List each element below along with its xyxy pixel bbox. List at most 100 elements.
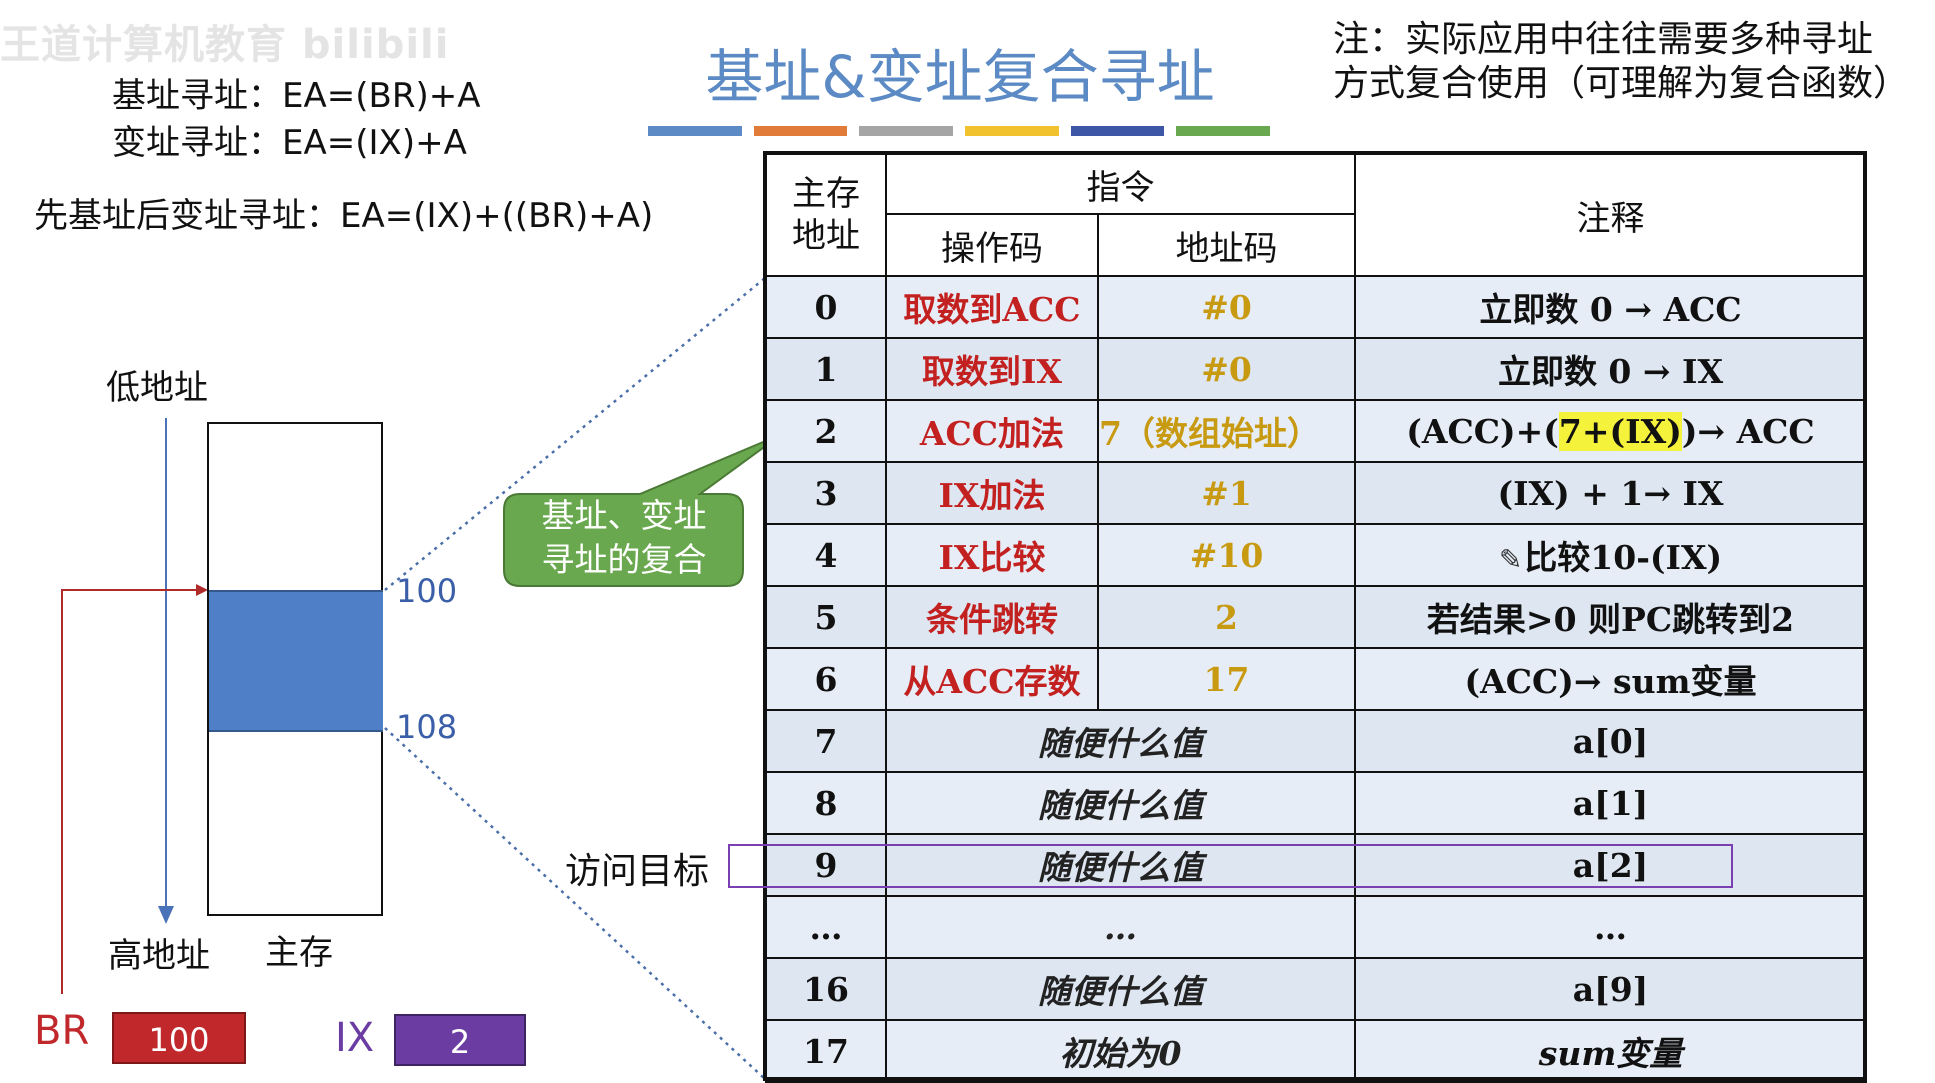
zoom-line-top <box>384 277 766 591</box>
address-tick-start: 100 <box>396 572 458 610</box>
cell-note: ✎比较10-(IX) <box>1354 523 1867 587</box>
cell-opcode: IX比较 <box>885 523 1099 587</box>
cell-address: 2 <box>765 399 887 463</box>
color-segment <box>859 126 954 136</box>
color-segment <box>753 126 848 136</box>
cell-note: 立即数 0 → IX <box>1354 337 1867 401</box>
cell-address: 1 <box>765 337 887 401</box>
cell-note: a[9] <box>1354 957 1867 1021</box>
table-row: 2 ACC加法 7（数组始址） (ACC)+(7+(IX))→ ACC <box>765 399 1867 463</box>
cell-opcode: 取数到IX <box>885 337 1099 401</box>
cell-address: 4 <box>765 523 887 587</box>
color-segment <box>1176 126 1271 136</box>
cell-note: sum变量 <box>1354 1019 1867 1083</box>
memory-label: 主存 <box>265 933 333 973</box>
note-text: sum变量 <box>1538 1034 1683 1073</box>
note-part: )→ ACC <box>1681 411 1815 451</box>
high-address-label: 高地址 <box>108 936 210 976</box>
page-title: 基址&变址复合寻址 <box>705 43 1215 111</box>
note-text: a[1] <box>1572 783 1649 823</box>
cell-address: 7 <box>765 709 887 773</box>
callout-line-2: 寻址的复合 <box>541 540 707 579</box>
cell-addrcode: #1 <box>1097 461 1356 525</box>
header-opcode: 操作码 <box>885 213 1099 277</box>
cell-addrcode: #10 <box>1097 523 1356 587</box>
ix-register-label: IX <box>335 1015 375 1061</box>
note-text: a[9] <box>1572 969 1649 1009</box>
header-address-text: 主存地址 <box>792 174 860 256</box>
cell-note: 若结果>0 则PC跳转到2 <box>1354 585 1867 649</box>
cell-opcode: 条件跳转 <box>885 585 1099 649</box>
instruction-table: 主存地址 指令 注释 操作码 地址码 0 取数到ACC #0 立即数 0 → ACC 1… <box>765 153 1867 1083</box>
cell-address: 5 <box>765 585 887 649</box>
arrow-head <box>158 906 174 924</box>
formula-combined: 先基址后变址寻址：EA=(IX)+((BR)+A) <box>34 196 654 236</box>
cell-value: 随便什么值 <box>885 709 1356 773</box>
callout-bubble <box>503 433 783 587</box>
callout-line-1: 基址、变址 <box>541 496 707 535</box>
zoom-line-bottom <box>384 727 766 1079</box>
cell-note: a[0] <box>1354 709 1867 773</box>
note: 注：实际应用中往往需要多种寻址 方式复合使用（可理解为复合函数） <box>1333 18 1933 106</box>
note-text: 比较10-(IX) <box>1524 538 1723 577</box>
cell-note: (ACC)→ sum变量 <box>1354 647 1867 711</box>
visit-target-label: 访问目标 <box>565 851 710 892</box>
visit-target-frame <box>728 844 1733 888</box>
cell-value: 初始为0 <box>885 1019 1356 1083</box>
cell-note: 立即数 0 → ACC <box>1354 275 1867 339</box>
cell-note: (ACC)+(7+(IX))→ ACC <box>1354 399 1867 463</box>
header-addrcode: 地址码 <box>1097 213 1356 277</box>
color-segment <box>648 126 742 136</box>
br-register-label: BR <box>34 1008 90 1054</box>
cell-address: 16 <box>765 957 887 1021</box>
table-row: 3 IX加法 #1 (IX) + 1→ IX <box>765 461 1867 525</box>
callout-text: 基址、变址 寻址的复合 <box>505 492 743 584</box>
cell-addrcode: 2 <box>1097 585 1356 649</box>
note-text: … <box>1594 907 1627 947</box>
table-row: 5 条件跳转 2 若结果>0 则PC跳转到2 <box>765 585 1867 649</box>
note-text: (IX) + 1→ IX <box>1497 473 1724 513</box>
cell-address: 3 <box>765 461 887 525</box>
table-row: 16 随便什么值 a[9] <box>765 957 1867 1021</box>
color-segment <box>1070 126 1165 136</box>
table-row: 1 取数到IX #0 立即数 0 → IX <box>765 337 1867 401</box>
br-pointer-head <box>196 584 208 596</box>
cell-address: 6 <box>765 647 887 711</box>
cell-opcode: 从ACC存数 <box>885 647 1099 711</box>
cell-note: (IX) + 1→ IX <box>1354 461 1867 525</box>
note-text: 立即数 0 → IX <box>1497 352 1724 391</box>
array-block <box>209 590 383 732</box>
note-part: (ACC)+( <box>1406 411 1559 451</box>
cell-address: 17 <box>765 1019 887 1083</box>
table-row: 6 从ACC存数 17 (ACC)→ sum变量 <box>765 647 1867 711</box>
note-text: 若结果>0 则PC跳转到2 <box>1426 600 1795 639</box>
cell-note: a[1] <box>1354 771 1867 835</box>
cell-value: 随便什么值 <box>885 957 1356 1021</box>
note-text: (ACC)→ sum变量 <box>1464 662 1757 701</box>
cell-address: 8 <box>765 771 887 835</box>
cell-addrcode: 7（数组始址） <box>1097 399 1356 463</box>
cell-address: … <box>765 895 887 959</box>
table-row: 0 取数到ACC #0 立即数 0 → ACC <box>765 275 1867 339</box>
formula-index: 变址寻址：EA=(IX)+A <box>112 123 467 163</box>
cell-addrcode: #0 <box>1097 337 1356 401</box>
cell-address: 0 <box>765 275 887 339</box>
title-color-bar <box>648 126 1271 136</box>
pen-cursor-icon: ✎ <box>1498 543 1523 576</box>
note-line-2: 方式复合使用（可理解为复合函数） <box>1333 63 1910 104</box>
note-text: a[2] <box>1572 845 1649 885</box>
cell-opcode: 取数到ACC <box>885 275 1099 339</box>
table-row: 7 随便什么值 a[0] <box>765 709 1867 773</box>
note-text: a[0] <box>1572 721 1649 761</box>
cell-addrcode: #0 <box>1097 275 1356 339</box>
header-address: 主存地址 <box>765 153 887 277</box>
color-segment <box>965 126 1059 136</box>
table-row: 4 IX比较 #10 ✎比较10-(IX) <box>765 523 1867 587</box>
br-pointer-line <box>61 589 200 994</box>
cell-value: 随便什么值 <box>885 771 1356 835</box>
formula-base: 基址寻址：EA=(BR)+A <box>112 76 481 116</box>
cell-addrcode: 17 <box>1097 647 1356 711</box>
low-address-label: 低地址 <box>106 368 208 408</box>
ix-register-value: 2 <box>394 1014 526 1066</box>
